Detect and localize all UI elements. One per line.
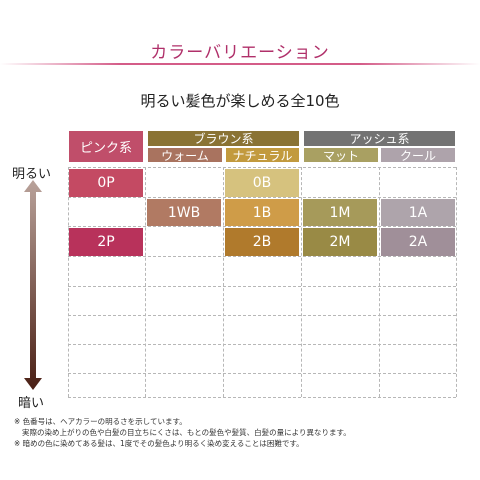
swatch-2P: 2P bbox=[69, 228, 143, 256]
scale-label-dark: 暗い bbox=[18, 396, 45, 411]
group-header-brown: ブラウン系 bbox=[148, 131, 299, 146]
group-header-ash: アッシュ系 bbox=[304, 131, 455, 146]
group-header-pink: ピンク系 bbox=[69, 131, 143, 162]
title-underline bbox=[0, 63, 480, 65]
swatch-1WB: 1WB bbox=[147, 199, 221, 226]
swatch-2M: 2M bbox=[303, 228, 377, 256]
swatch-1A: 1A bbox=[381, 199, 455, 226]
page-title: カラーバリエーション bbox=[150, 43, 330, 63]
swatch-1B: 1B bbox=[225, 199, 299, 226]
subgroup-header-matte: マット bbox=[304, 148, 378, 163]
swatch-0B: 0B bbox=[225, 169, 299, 197]
footnote-1-detail: 実際の染め上がりの色や白髪の目立ちにくさは、もとの髪色や髪質、白髪の量により異な… bbox=[22, 428, 351, 437]
swatch-0P: 0P bbox=[69, 169, 143, 197]
footnote-2: ※ 暗めの色に染めてある髪は、1度でその髪色より明るく染め変えることは困難です。 bbox=[14, 439, 304, 448]
subtitle: 明るい髪色が楽しめる全10色 bbox=[140, 92, 340, 110]
swatch-1M: 1M bbox=[303, 199, 377, 226]
swatch-2A: 2A bbox=[381, 228, 455, 256]
scale-label-bright: 明るい bbox=[12, 167, 52, 182]
subgroup-header-warm: ウォーム bbox=[148, 148, 222, 163]
subgroup-header-cool: クール bbox=[381, 148, 455, 163]
footnote-1: ※ 色番号は、ヘアカラーの明るさを示しています。 bbox=[14, 417, 187, 426]
swatch-2B: 2B bbox=[225, 228, 299, 256]
brightness-arrow-icon bbox=[24, 180, 42, 390]
subgroup-header-natural: ナチュラル bbox=[226, 148, 299, 163]
